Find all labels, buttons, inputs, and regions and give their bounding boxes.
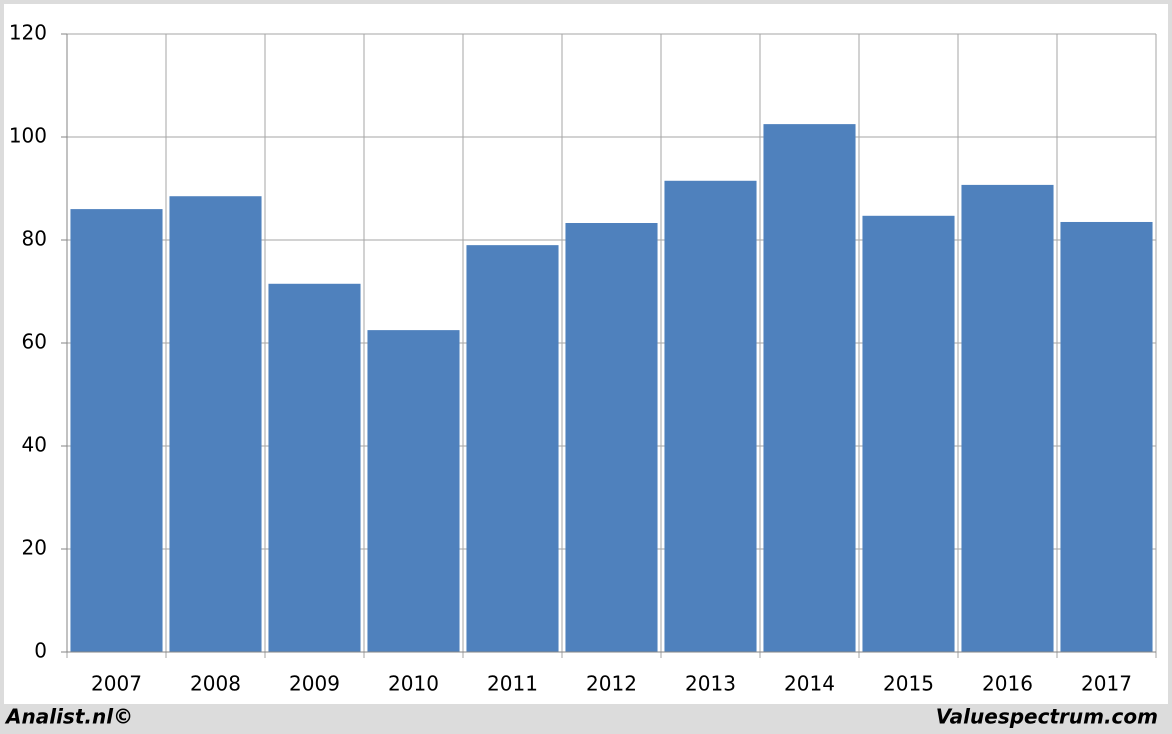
bar bbox=[961, 184, 1054, 652]
x-tick-label: 2017 bbox=[1081, 672, 1132, 696]
bar bbox=[268, 283, 361, 652]
source-label: Analist.nl© bbox=[4, 705, 133, 729]
bar bbox=[565, 223, 658, 652]
x-tick-label: 2007 bbox=[91, 672, 142, 696]
bar bbox=[367, 330, 460, 652]
x-tick-label: 2012 bbox=[586, 672, 637, 696]
x-tick-label: 2011 bbox=[487, 672, 538, 696]
bar bbox=[466, 245, 559, 652]
bar bbox=[862, 215, 955, 653]
y-tick-label: 60 bbox=[22, 330, 47, 354]
x-tick-label: 2016 bbox=[982, 672, 1033, 696]
bar bbox=[763, 124, 856, 652]
credit-label: Valuespectrum.com bbox=[936, 705, 1158, 729]
x-tick-label: 2008 bbox=[190, 672, 241, 696]
bar bbox=[70, 209, 163, 652]
y-tick-label: 120 bbox=[9, 21, 47, 45]
x-tick-label: 2010 bbox=[388, 672, 439, 696]
y-tick-label: 100 bbox=[9, 124, 47, 148]
x-tick-label: 2009 bbox=[289, 672, 340, 696]
bar bbox=[1060, 221, 1153, 652]
x-tick-label: 2015 bbox=[883, 672, 934, 696]
x-tick-label: 2013 bbox=[685, 672, 736, 696]
y-tick-label: 80 bbox=[22, 227, 47, 251]
x-tick-label: 2014 bbox=[784, 672, 835, 696]
bar bbox=[664, 180, 757, 652]
bar bbox=[169, 196, 262, 652]
y-tick-label: 40 bbox=[22, 433, 47, 457]
y-tick-label: 20 bbox=[22, 536, 47, 560]
y-tick-label: 0 bbox=[34, 639, 47, 663]
